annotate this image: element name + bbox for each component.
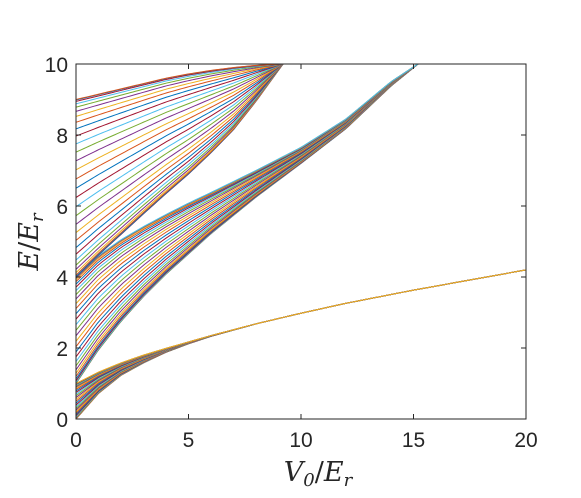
x-tick-labels: 0 5 10 15 20 xyxy=(70,429,538,452)
x-tick-label: 20 xyxy=(514,429,537,452)
band-3-line xyxy=(76,64,284,145)
band-3-line xyxy=(76,64,284,255)
band-3-line xyxy=(76,64,284,234)
plot-frame xyxy=(75,63,527,420)
x-tick-label: 10 xyxy=(289,429,312,452)
y-tick-label: 0 xyxy=(56,409,68,432)
x-tick-label: 15 xyxy=(402,429,425,452)
band-2-line xyxy=(76,64,419,278)
band-3-line xyxy=(76,64,284,180)
band-3-line xyxy=(76,64,284,153)
band-3-line xyxy=(76,64,284,105)
band-3-line xyxy=(76,64,284,241)
y-tick-label: 10 xyxy=(45,54,68,77)
x-tick-label: 5 xyxy=(183,429,195,452)
x-axis-label: V0/Er xyxy=(284,457,354,491)
band-1-line xyxy=(76,269,526,384)
band-3-line xyxy=(76,64,284,249)
x-tick-label: 0 xyxy=(70,429,82,452)
band-3-line xyxy=(76,64,284,100)
y-tick-label: 2 xyxy=(56,338,68,361)
band-3-line xyxy=(76,64,284,208)
y-tick-label: 8 xyxy=(56,125,68,148)
band-3-line xyxy=(76,64,284,171)
band-3-line xyxy=(76,64,284,217)
band-3-line xyxy=(76,64,284,117)
y-tick-labels: 0 2 4 6 8 10 xyxy=(45,54,69,432)
band-3-line xyxy=(76,64,284,198)
y-tick-label: 6 xyxy=(56,196,68,219)
y-axis-label: E/Er xyxy=(14,212,48,272)
band-3-line xyxy=(76,64,284,261)
band-3-line xyxy=(76,64,284,108)
band-3-line xyxy=(76,64,284,123)
band-3-line xyxy=(76,64,284,270)
band-3-line xyxy=(76,64,284,112)
band-lines xyxy=(76,64,526,419)
band-3-line xyxy=(76,64,284,162)
band-3-line xyxy=(76,64,284,130)
band-3-line xyxy=(76,64,284,225)
y-tick-label: 4 xyxy=(56,267,68,290)
band-3-line xyxy=(76,64,284,266)
band-3-line xyxy=(76,64,284,274)
band-3-line xyxy=(76,64,284,137)
band-3-line xyxy=(76,64,284,189)
